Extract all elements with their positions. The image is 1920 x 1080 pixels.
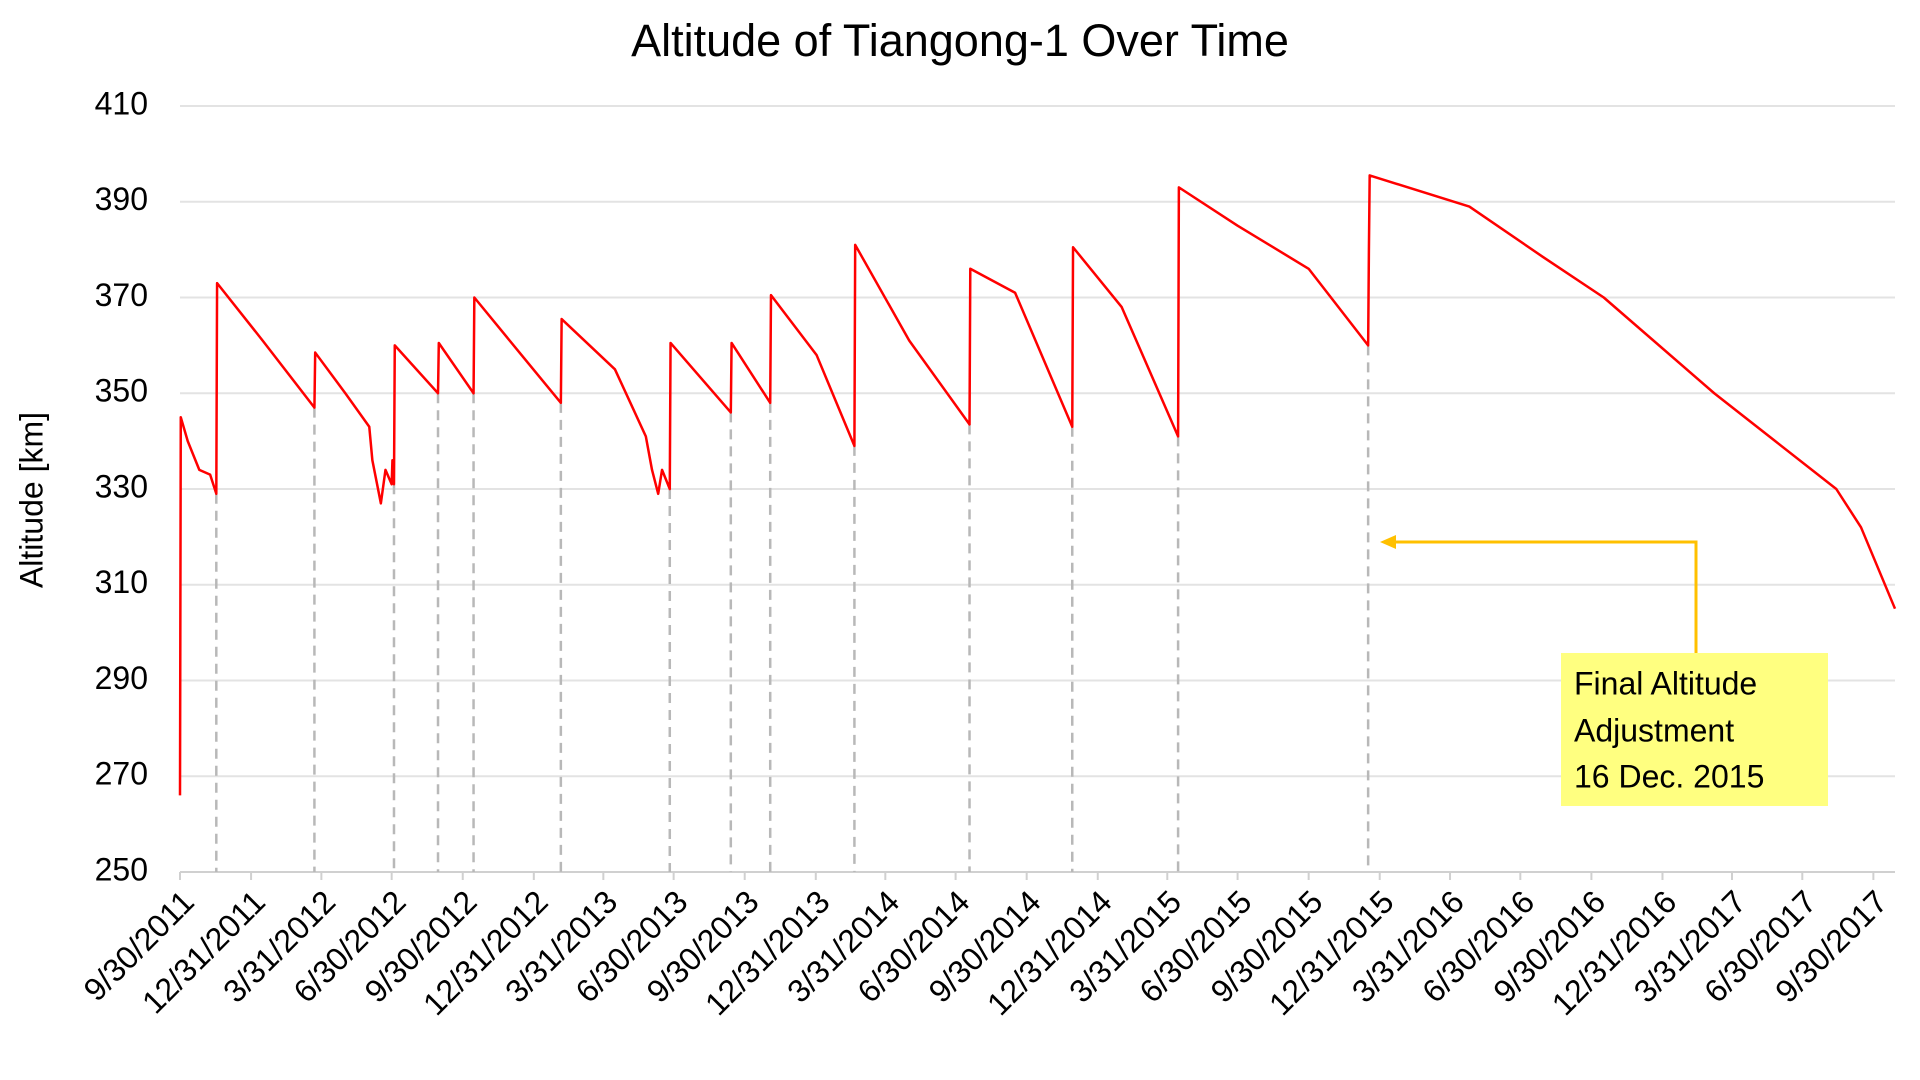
- y-tick-label: 270: [95, 756, 148, 792]
- y-tick-label: 410: [95, 85, 148, 121]
- annotation-text: Adjustment: [1574, 712, 1734, 748]
- y-tick-label: 290: [95, 660, 148, 696]
- annotation-arrowhead: [1380, 535, 1396, 549]
- y-tick-label: 330: [95, 468, 148, 504]
- y-tick-label: 310: [95, 564, 148, 600]
- annotation: Final Altitude Adjustment 16 Dec. 2015: [1380, 535, 1828, 806]
- altitude-line: [178, 174, 1897, 796]
- y-tick-label: 390: [95, 181, 148, 217]
- chart-title: Altitude of Tiangong-1 Over Time: [631, 15, 1289, 66]
- annotation-arrow: [1392, 540, 1698, 653]
- annotation-text: 16 Dec. 2015: [1574, 758, 1764, 794]
- annotation-text: Final Altitude: [1574, 665, 1757, 701]
- y-axis-label: Altitude [km]: [13, 412, 49, 588]
- maneuver-lines: [215, 345, 1370, 872]
- grid: 2502702903103303503703904109/30/201112/3…: [76, 85, 1895, 1022]
- plot: [178, 174, 1897, 796]
- annotation-box: [1561, 653, 1828, 806]
- y-tick-label: 250: [95, 851, 148, 887]
- y-tick-label: 350: [95, 373, 148, 409]
- y-tick-label: 370: [95, 277, 148, 313]
